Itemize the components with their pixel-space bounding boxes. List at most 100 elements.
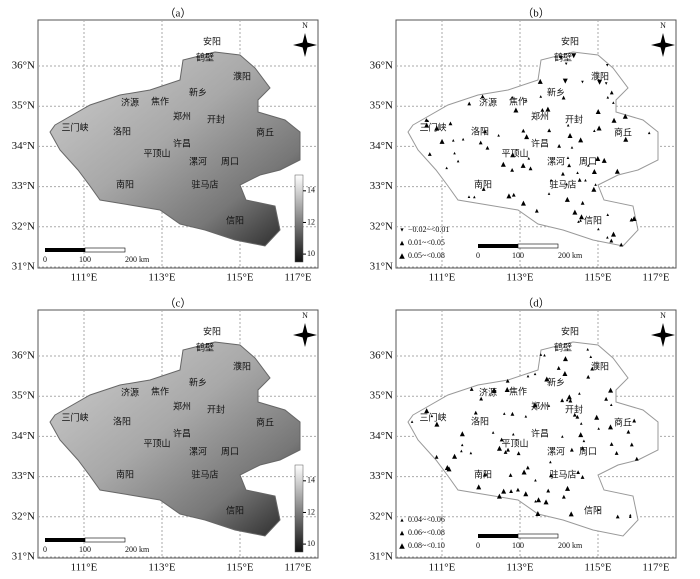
city-label: 开封 (565, 404, 583, 416)
colorbar-label: 12 (307, 507, 315, 516)
scale-bar (517, 243, 559, 249)
station-marker (503, 450, 508, 454)
station-marker (594, 414, 600, 420)
scale-label: 0 (43, 545, 47, 554)
station-marker (534, 478, 537, 482)
lon-label: 111°E (429, 562, 456, 574)
station-marker (611, 117, 617, 123)
station-marker (575, 414, 580, 419)
city-label: 周口 (221, 157, 239, 168)
station-marker (526, 374, 530, 378)
station-marker (543, 499, 549, 505)
city-label: 济源 (479, 387, 497, 399)
station-marker (609, 442, 614, 446)
station-marker (479, 396, 484, 401)
station-marker (461, 137, 465, 141)
city-label: 商丘 (256, 127, 274, 139)
lat-label: 32°N (370, 510, 393, 522)
station-marker (595, 108, 601, 114)
station-marker (459, 431, 465, 437)
station-marker (505, 378, 510, 383)
city-label: 信阳 (584, 215, 602, 227)
station-marker (572, 209, 578, 215)
city-label: 开封 (207, 404, 225, 416)
station-marker (577, 177, 582, 182)
city-label: 郑州 (173, 401, 191, 413)
lon-label: 111°E (71, 272, 98, 284)
city-label: 济源 (121, 387, 139, 399)
station-marker (566, 123, 570, 127)
city-label: 周口 (579, 447, 597, 458)
plot-frame (395, 19, 677, 269)
station-marker (594, 183, 597, 186)
station-marker (608, 424, 614, 430)
station-marker (524, 134, 530, 140)
colorbar-label: 14 (307, 186, 315, 195)
north-label: N (302, 311, 308, 320)
panel-label: （d） (522, 297, 550, 310)
city-label: 商丘 (614, 127, 632, 139)
station-marker (496, 493, 502, 499)
city-label: 鹤壁 (554, 342, 572, 354)
station-marker (561, 494, 566, 499)
station-marker (469, 451, 473, 455)
lat-label: 34°N (12, 430, 35, 442)
city-label: 三门峡 (419, 412, 446, 424)
station-marker (434, 125, 440, 131)
station-marker (546, 488, 551, 493)
station-marker (453, 151, 456, 155)
station-marker (582, 439, 586, 443)
station-marker (497, 134, 500, 137)
city-label: 焦作 (509, 96, 527, 108)
station-marker (565, 182, 568, 186)
city-label: 新乡 (189, 377, 207, 389)
city-label: 驻马店 (191, 469, 218, 481)
lat-label: 32°N (12, 510, 35, 522)
station-marker (604, 82, 608, 85)
station-marker (491, 431, 495, 434)
station-marker (537, 78, 543, 84)
lat-label: 33°N (12, 180, 35, 192)
lat-label: 35°N (370, 390, 393, 402)
station-marker (545, 106, 551, 112)
station-marker (580, 446, 585, 450)
panel-label: （b） (522, 7, 550, 20)
city-label: 周口 (221, 447, 239, 458)
city-label: 南阳 (116, 179, 134, 191)
station-marker (520, 200, 526, 206)
north-label: N (660, 21, 666, 30)
city-label: 三门峡 (61, 122, 88, 134)
lon-label: 111°E (71, 562, 98, 574)
station-marker (520, 162, 526, 168)
lat-label: 36°N (12, 60, 35, 72)
city-label: 平顶山 (501, 149, 528, 160)
city-label: 安阳 (561, 326, 579, 338)
station-marker (521, 469, 527, 475)
city-label: 濮阳 (591, 71, 609, 83)
lat-label: 35°N (12, 390, 35, 402)
station-marker (587, 164, 590, 167)
station-marker (430, 414, 434, 418)
city-label: 安阳 (203, 326, 221, 338)
station-marker (578, 432, 584, 438)
city-label: 漯河 (547, 156, 565, 168)
station-marker (569, 447, 574, 452)
city-label: 开封 (207, 114, 225, 126)
station-marker (580, 475, 585, 479)
legend-label: −0.02~<0.01 (408, 225, 449, 234)
city-label: 焦作 (509, 386, 527, 398)
legend-label: 0.06~<0.08 (408, 528, 445, 537)
station-marker (623, 136, 629, 142)
scale-label: 200 km (558, 541, 583, 550)
station-marker (510, 152, 516, 158)
station-marker (476, 484, 482, 490)
station-marker (596, 125, 602, 131)
station-marker (511, 432, 515, 436)
station-marker (481, 187, 486, 191)
station-marker (628, 513, 632, 517)
legend-marker (399, 253, 405, 259)
legend-marker (399, 543, 405, 549)
station-marker (565, 398, 569, 402)
station-marker (532, 402, 538, 408)
